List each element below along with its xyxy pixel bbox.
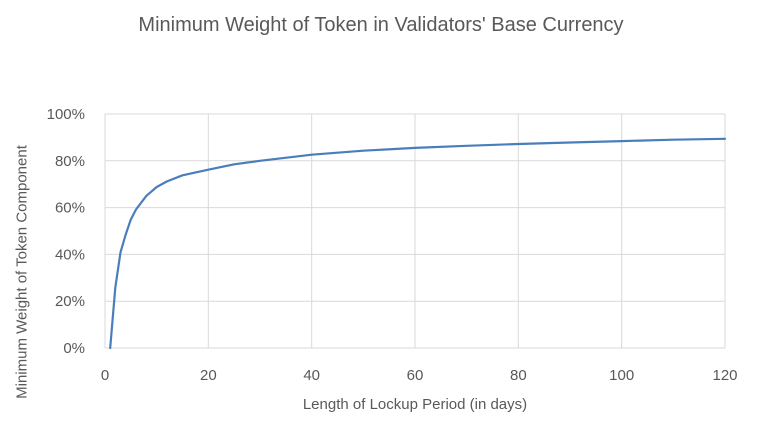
x-tick-label: 20 (200, 367, 217, 384)
y-tick-label: 0% (63, 340, 85, 357)
series-line (109, 137, 727, 350)
x-tick-label: 120 (712, 367, 737, 384)
x-tick-label: 80 (510, 367, 527, 384)
x-tick-label: 60 (407, 367, 424, 384)
x-tick-label: 0 (101, 367, 109, 384)
y-axis-label: Minimum Weight of Token Component (13, 145, 31, 399)
chart-title: Minimum Weight of Token in Validators' B… (138, 14, 624, 36)
x-tick-label: 40 (303, 367, 320, 384)
x-axis-label: Length of Lockup Period (in days) (302, 396, 528, 413)
y-tick-label: 20% (55, 293, 85, 310)
x-tick-label: 100 (609, 367, 634, 384)
y-tick-label: 100% (47, 106, 85, 123)
y-tick-label: 40% (55, 246, 85, 263)
y-tick-label: 80% (55, 153, 85, 170)
y-tick-label: 60% (55, 200, 85, 217)
